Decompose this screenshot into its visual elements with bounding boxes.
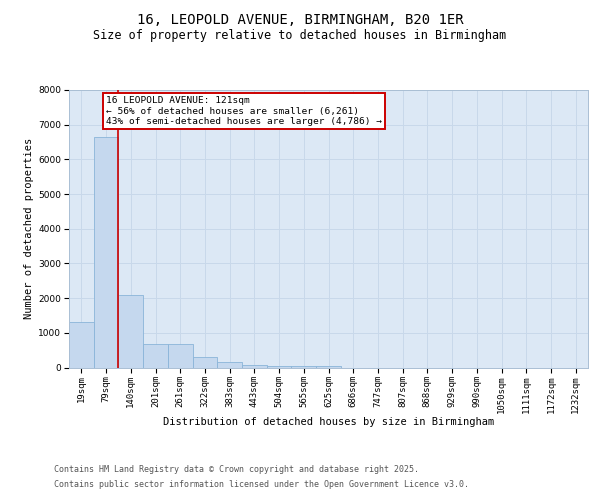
Bar	[193, 357, 217, 368]
X-axis label: Distribution of detached houses by size in Birmingham: Distribution of detached houses by size …	[163, 417, 494, 427]
Y-axis label: Number of detached properties: Number of detached properties	[24, 138, 34, 320]
Bar	[94, 137, 118, 368]
Text: Contains public sector information licensed under the Open Government Licence v3: Contains public sector information licen…	[54, 480, 469, 489]
Bar	[217, 362, 242, 368]
Bar	[242, 364, 267, 368]
Bar	[168, 344, 193, 368]
Text: Size of property relative to detached houses in Birmingham: Size of property relative to detached ho…	[94, 28, 506, 42]
Bar	[267, 366, 292, 368]
Text: 16 LEOPOLD AVENUE: 121sqm
← 56% of detached houses are smaller (6,261)
43% of se: 16 LEOPOLD AVENUE: 121sqm ← 56% of detac…	[106, 96, 382, 126]
Bar	[316, 366, 341, 368]
Bar	[69, 322, 94, 368]
Bar	[143, 344, 168, 368]
Text: 16, LEOPOLD AVENUE, BIRMINGHAM, B20 1ER: 16, LEOPOLD AVENUE, BIRMINGHAM, B20 1ER	[137, 12, 463, 26]
Bar	[292, 366, 316, 368]
Bar	[118, 294, 143, 368]
Text: Contains HM Land Registry data © Crown copyright and database right 2025.: Contains HM Land Registry data © Crown c…	[54, 465, 419, 474]
